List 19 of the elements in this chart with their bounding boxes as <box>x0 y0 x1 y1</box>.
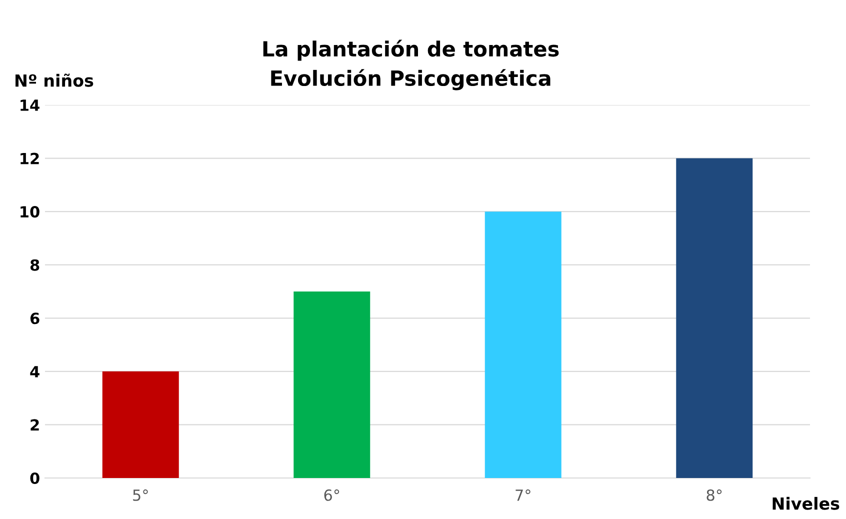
y-tick-label: 2 <box>30 419 39 431</box>
x-tick-label: 7° <box>516 489 530 501</box>
y-axis-title: Nº niños <box>16 74 94 87</box>
y-tick-label: 12 <box>20 152 39 164</box>
y-tick-label: 0 <box>30 472 40 484</box>
x-tick-label: 6° <box>324 489 340 501</box>
bar <box>484 212 562 478</box>
x-tick-label: 5° <box>133 489 148 501</box>
y-tick-label: 10 <box>20 206 40 218</box>
bar <box>676 158 753 478</box>
chart-title: La plantación de tomates Evolución Psicogenética <box>263 40 559 90</box>
bar <box>294 292 370 478</box>
x-tick-label: 8° <box>706 489 722 501</box>
y-tick-label: 8 <box>30 259 40 271</box>
x-axis-title: Niveles <box>772 496 840 510</box>
y-tick-label: 4 <box>30 366 40 378</box>
y-tick-label: 6 <box>30 312 40 324</box>
bar <box>102 371 179 478</box>
y-tick-label: 14 <box>20 100 40 111</box>
